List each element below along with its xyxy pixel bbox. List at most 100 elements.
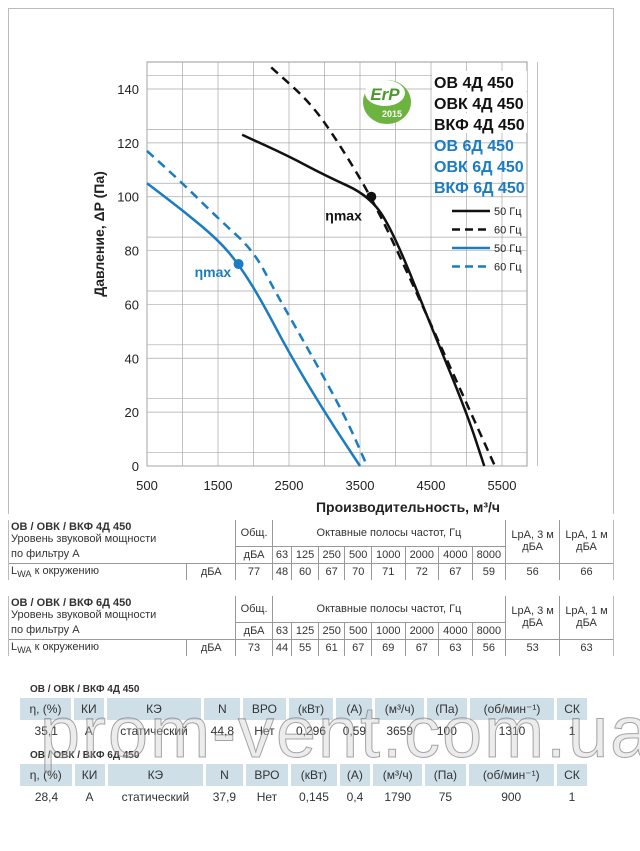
band-header: 1000 (371, 622, 406, 639)
y-tick-label: 20 (125, 405, 139, 420)
eta-max-point (366, 191, 377, 202)
unit: дБА (185, 638, 236, 656)
legend-bg (432, 113, 527, 133)
perf-value: статический (121, 790, 190, 804)
perf-value: 900 (501, 790, 522, 804)
perf-value: A (84, 724, 93, 738)
perf-header: (об/мин⁻¹) (468, 698, 558, 720)
perf-header: (Па) (425, 698, 470, 720)
model-name: ОВ 6Д 450 (434, 138, 514, 155)
y-tick-label: 0 (132, 459, 139, 474)
legend-bg (432, 71, 527, 91)
perf-header: КИ (73, 764, 108, 786)
perf-value: 1310 (498, 724, 526, 738)
unit: дБА (235, 546, 273, 563)
band-header: 250 (317, 546, 345, 563)
row-text: к окружению (34, 640, 99, 653)
perf-header: КЭ (106, 764, 207, 786)
lpa3-value: 56 (505, 562, 560, 580)
perf-header: (А) (338, 764, 374, 786)
sound-title: ОВ / ОВК / ВКФ 4Д 450 (11, 521, 132, 533)
band-header: 500 (344, 546, 372, 563)
l-symbol: L (11, 640, 18, 653)
perf-title-4d: ОВ / ОВК / ВКФ 4Д 450 (30, 684, 140, 695)
band-value: 67 (344, 638, 372, 656)
lpa3-value: 53 (505, 638, 560, 656)
unit: дБА (185, 562, 236, 580)
total-value: 73 (235, 638, 273, 656)
perf-header: (кВт) (287, 698, 337, 720)
perf-value: 0,145 (298, 790, 329, 804)
series-line-6Д-60Гц (146, 150, 369, 467)
sound-grid: ОВ / ОВК / ВКФ 4Д 450 Уровень звуковой мо… (9, 520, 613, 580)
sound-grid: ОВ / ОВК / ВКФ 6Д 450 Уровень звуковой мо… (9, 596, 613, 656)
perf-header-row: η, (%) КИ КЭ N ВРО (кВт) (А) (м³/ч) (Па) (об/мин⁻… (20, 698, 590, 720)
erp-badge-text: ErP (370, 85, 400, 104)
sound-table-4d: ОВ / ОВК / ВКФ 4Д 450 Уровень звуковой мо… (8, 520, 614, 580)
band-header: 63 (271, 622, 292, 639)
lpa1-value: 63 (559, 638, 613, 656)
band-value: 48 (271, 562, 292, 580)
perf-header: КЭ (105, 698, 205, 720)
band-value: 55 (291, 638, 319, 656)
y-tick-label: 120 (117, 136, 139, 151)
lpa3-header: LpA, 3 м дБА (505, 520, 560, 563)
row-text: к окружению (34, 564, 99, 577)
band-value: 67 (404, 638, 439, 656)
perf-value: 1 (568, 790, 576, 804)
legend-label: 60 Гц (494, 262, 522, 274)
x-tick-label: 500 (136, 478, 158, 493)
y-tick-label: 100 (117, 190, 139, 205)
perf-title-6d: ОВ / ОВК / ВКФ 6Д 450 (30, 750, 140, 761)
unit: дБА (576, 541, 597, 554)
model-name: ВКФ 6Д 450 (434, 180, 525, 197)
band-value: 72 (404, 562, 439, 580)
perf-header: (м³/ч) (371, 764, 426, 786)
perf-header: ВРО (244, 764, 292, 786)
y-tick-label: 140 (117, 82, 139, 97)
y-tick-label: 80 (125, 244, 139, 259)
perf-value: 35,1 (34, 724, 58, 738)
band-header: 2000 (404, 546, 439, 563)
lpa3-header: LpA, 3 м дБА (505, 596, 560, 639)
l-sub: WA (17, 644, 32, 655)
fan-performance-chart: 500 1500 2500 3500 4500 5500 0 20 40 60 80 100 120 14… (91, 61, 538, 515)
band-header: 125 (291, 546, 319, 563)
lpa1-value: 66 (559, 562, 613, 580)
x-tick-label: 3500 (346, 478, 375, 493)
sound-sub: Уровень звуковой мощности (11, 609, 157, 621)
x-tick-label: 2500 (275, 478, 304, 493)
perf-value: 37,9 (212, 790, 237, 804)
model-name: ОВК 4Д 450 (434, 96, 524, 113)
lpa1-label: LpA, 1 м (565, 605, 608, 618)
legend-label: 50 Гц (494, 243, 522, 255)
y-tick-label: 40 (125, 351, 139, 366)
row-label: LWA к окружению (9, 638, 187, 656)
perf-value: 0,296 (295, 724, 326, 738)
erp-badge-year: 2015 (382, 109, 402, 119)
band-header: 250 (317, 622, 345, 639)
band-value: 60 (291, 562, 319, 580)
perf-header: СК (555, 764, 591, 786)
perf-value: 1790 (384, 790, 412, 804)
erp-badge-inner (365, 80, 405, 106)
lpa1-header: LpA, 1 м дБА (559, 596, 613, 639)
perf-table-4d: η, (%) КИ КЭ N ВРО (кВт) (А) (м³/ч) (Па) (об/мин⁻… (20, 698, 590, 742)
perf-header: (Па) (423, 764, 469, 786)
perf-header: КИ (72, 698, 107, 720)
perf-header: (об/мин⁻¹) (467, 764, 557, 786)
perf-value: 100 (436, 724, 457, 738)
perf-value: 1 (568, 724, 576, 738)
perf-table-6d: η, (%) КИ КЭ N ВРО (кВт) (А) (м³/ч) (Па) (об/мин⁻… (20, 764, 591, 808)
x-tick-label: 5500 (488, 478, 517, 493)
lpa1-label: LpA, 1 м (565, 529, 608, 542)
band-value: 63 (438, 638, 473, 656)
series-line-6Д-50Гц (146, 182, 362, 467)
band-header: 2000 (404, 622, 439, 639)
eta-max-point (233, 259, 244, 270)
lpa3-label: LpA, 3 м (511, 605, 554, 618)
band-header: 4000 (438, 622, 473, 639)
model-name: ВКФ 4Д 450 (434, 117, 525, 134)
